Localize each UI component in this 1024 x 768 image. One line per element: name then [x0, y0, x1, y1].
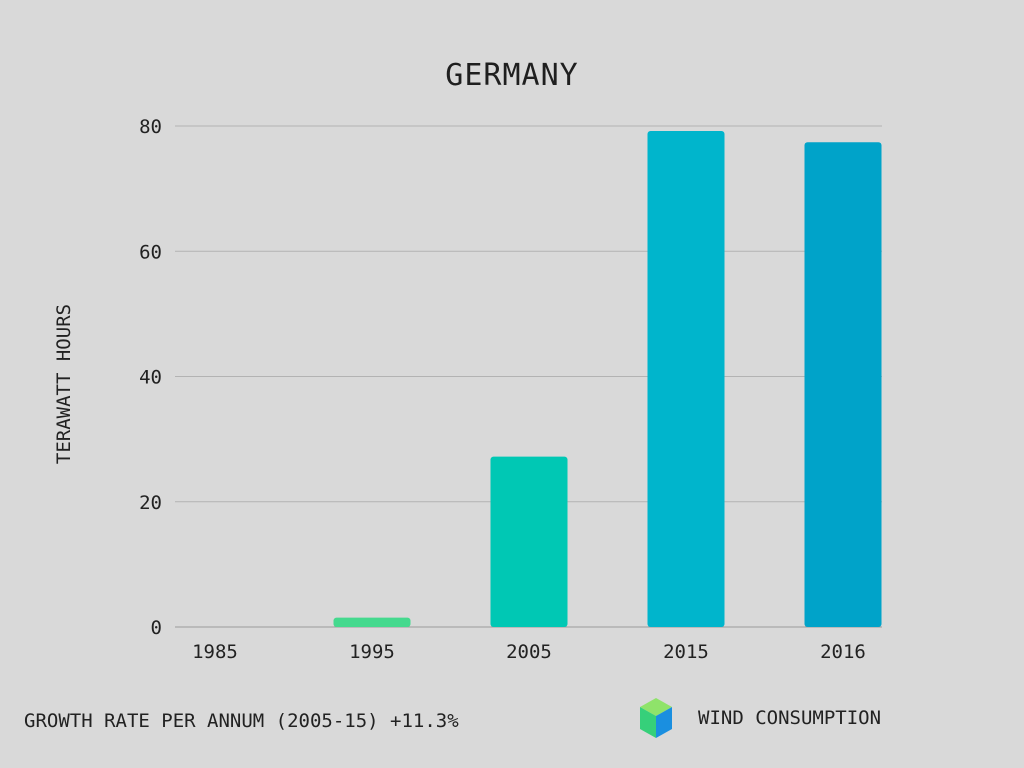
y-tick-label: 80 [139, 116, 162, 138]
legend: WIND CONSUMPTION [638, 696, 881, 740]
x-tick-label: 1985 [192, 641, 238, 663]
bar-2015 [647, 131, 725, 627]
y-tick-label: 20 [139, 492, 162, 514]
cube-icon [640, 698, 672, 738]
y-tick-label: 60 [139, 241, 162, 263]
y-tick-label: 40 [139, 367, 162, 389]
bar-2016 [804, 142, 882, 627]
x-tick-label: 2005 [506, 641, 552, 663]
x-tick-label: 1995 [349, 641, 395, 663]
chart-title: GERMANY [445, 58, 579, 93]
bar-2005 [490, 456, 568, 627]
legend-label: WIND CONSUMPTION [698, 707, 882, 729]
x-tick-label: 2016 [820, 641, 866, 663]
y-tick-label: 0 [151, 617, 162, 639]
x-tick-label: 2015 [663, 641, 709, 663]
bar-1995 [333, 617, 411, 627]
growth-rate-text: GROWTH RATE PER ANNUM (2005-15) +11.3% [24, 710, 459, 732]
bar-chart: 0 20 40 60 80 1985 1995 2005 2015 2016 [139, 116, 882, 663]
